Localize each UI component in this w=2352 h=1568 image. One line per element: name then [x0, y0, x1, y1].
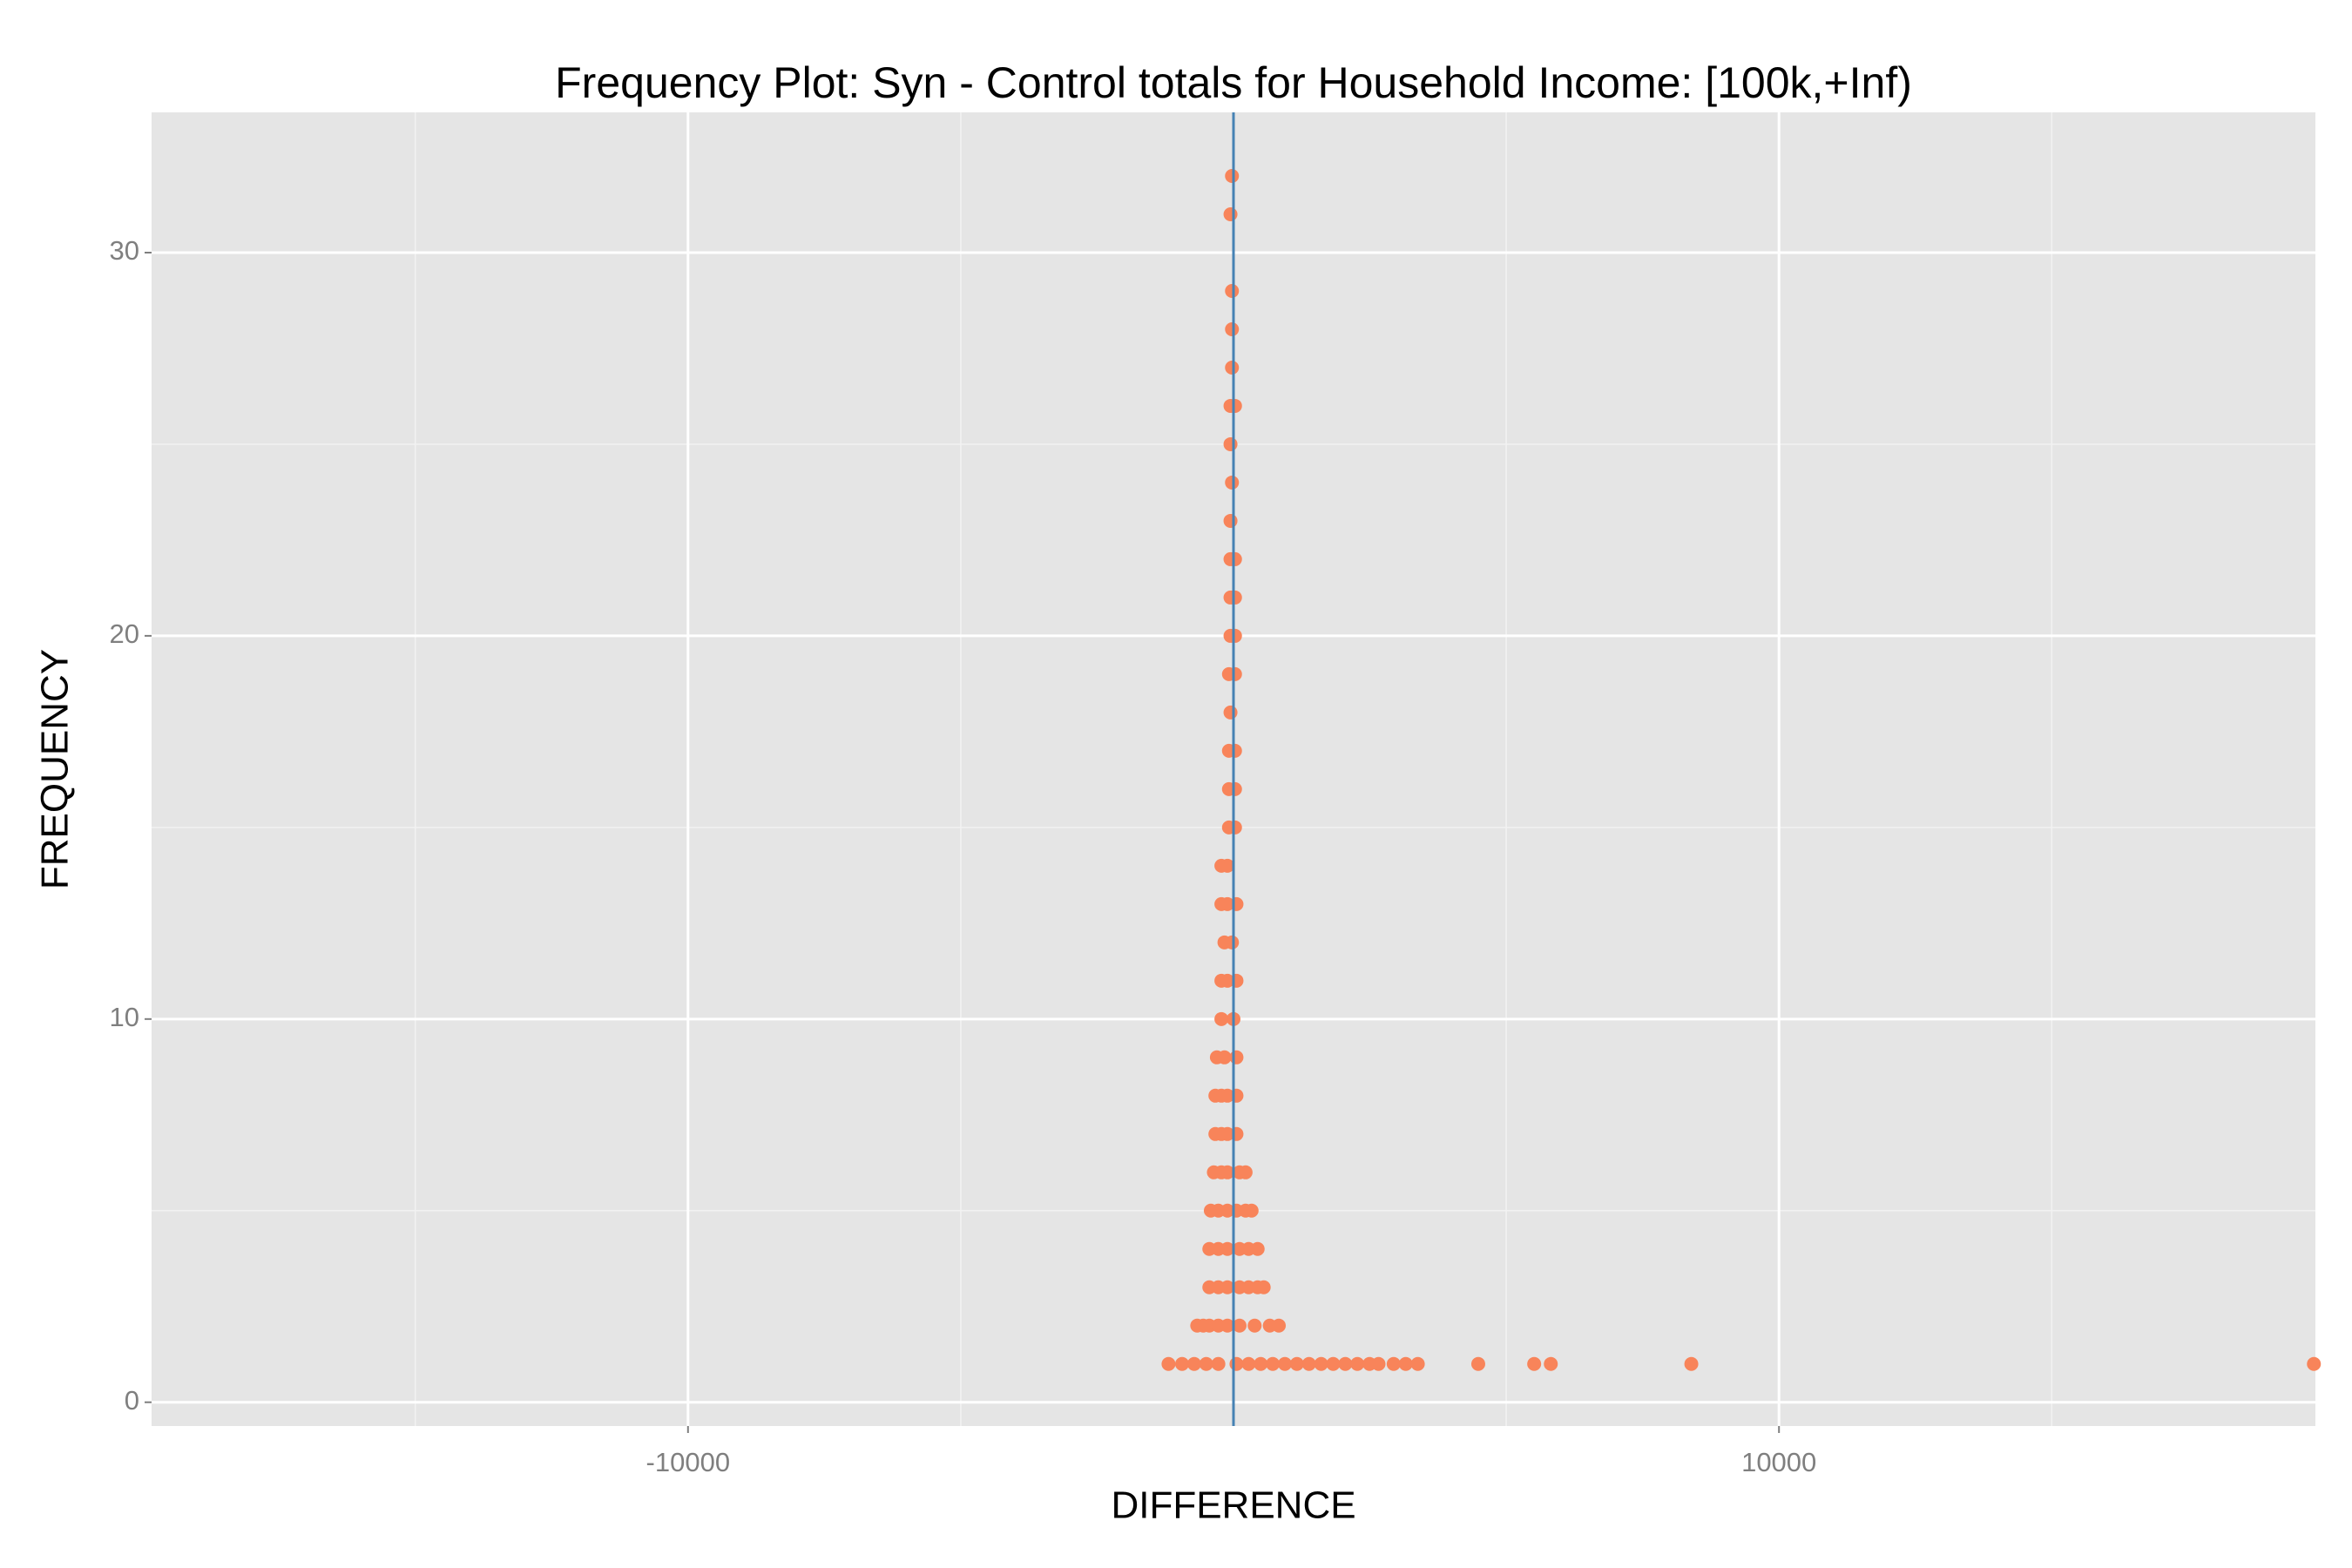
point — [1223, 436, 1238, 451]
point — [1227, 551, 1242, 566]
point — [1220, 1318, 1235, 1333]
point — [1238, 1165, 1253, 1179]
point — [1220, 1280, 1235, 1294]
point — [1289, 1356, 1304, 1371]
y-tick-label: 10 — [110, 1002, 139, 1032]
point — [1227, 781, 1242, 796]
point — [1223, 705, 1238, 720]
y-tick-label: 20 — [110, 618, 139, 649]
x-tick-label: -10000 — [646, 1447, 731, 1477]
point — [1225, 283, 1240, 298]
point — [1227, 590, 1242, 605]
point — [1229, 896, 1244, 911]
point — [1220, 1165, 1235, 1179]
point — [1250, 1241, 1265, 1256]
point — [1175, 1356, 1190, 1371]
point — [1227, 743, 1242, 758]
point — [1225, 360, 1240, 375]
point — [1227, 628, 1242, 643]
point — [1544, 1356, 1558, 1371]
point — [1241, 1356, 1256, 1371]
point — [1410, 1356, 1425, 1371]
point — [1229, 1088, 1244, 1103]
point — [1227, 398, 1242, 413]
point — [1277, 1356, 1292, 1371]
point — [1229, 973, 1244, 988]
point — [1314, 1356, 1328, 1371]
point — [1232, 1318, 1247, 1333]
point — [1161, 1356, 1176, 1371]
point — [1350, 1356, 1365, 1371]
x-tick-label: 10000 — [1741, 1447, 1816, 1477]
point — [1684, 1356, 1699, 1371]
point — [1225, 475, 1240, 490]
point — [1225, 935, 1240, 950]
point — [1227, 666, 1242, 681]
point — [1244, 1203, 1259, 1218]
point — [1527, 1356, 1542, 1371]
point — [1223, 207, 1238, 222]
point — [1211, 1356, 1226, 1371]
x-axis-label: DIFFERENCE — [1111, 1484, 1355, 1527]
point — [1272, 1318, 1287, 1333]
point — [1186, 1356, 1201, 1371]
point — [1225, 169, 1240, 184]
point — [1398, 1356, 1413, 1371]
point — [1227, 820, 1242, 835]
point — [1214, 1011, 1229, 1026]
point — [1266, 1356, 1281, 1371]
y-tick-label: 30 — [110, 235, 139, 266]
point — [1229, 1356, 1244, 1371]
point — [1199, 1356, 1213, 1371]
point — [1326, 1356, 1341, 1371]
point — [1229, 1126, 1244, 1141]
point — [2307, 1356, 2322, 1371]
point — [1220, 1241, 1235, 1256]
point — [1247, 1318, 1262, 1333]
point — [1225, 321, 1240, 336]
y-axis-label: FREQUENCY — [34, 649, 77, 889]
chart-title: Frequency Plot: Syn - Control totals for… — [555, 58, 1912, 107]
point — [1217, 1050, 1232, 1064]
point — [1301, 1356, 1316, 1371]
point — [1386, 1356, 1401, 1371]
point — [1229, 1050, 1244, 1064]
point — [1470, 1356, 1485, 1371]
point — [1338, 1356, 1353, 1371]
point — [1220, 858, 1235, 873]
point — [1223, 513, 1238, 528]
point — [1371, 1356, 1386, 1371]
point — [1254, 1356, 1268, 1371]
y-tick-label: 0 — [125, 1385, 139, 1416]
point — [1256, 1280, 1271, 1294]
